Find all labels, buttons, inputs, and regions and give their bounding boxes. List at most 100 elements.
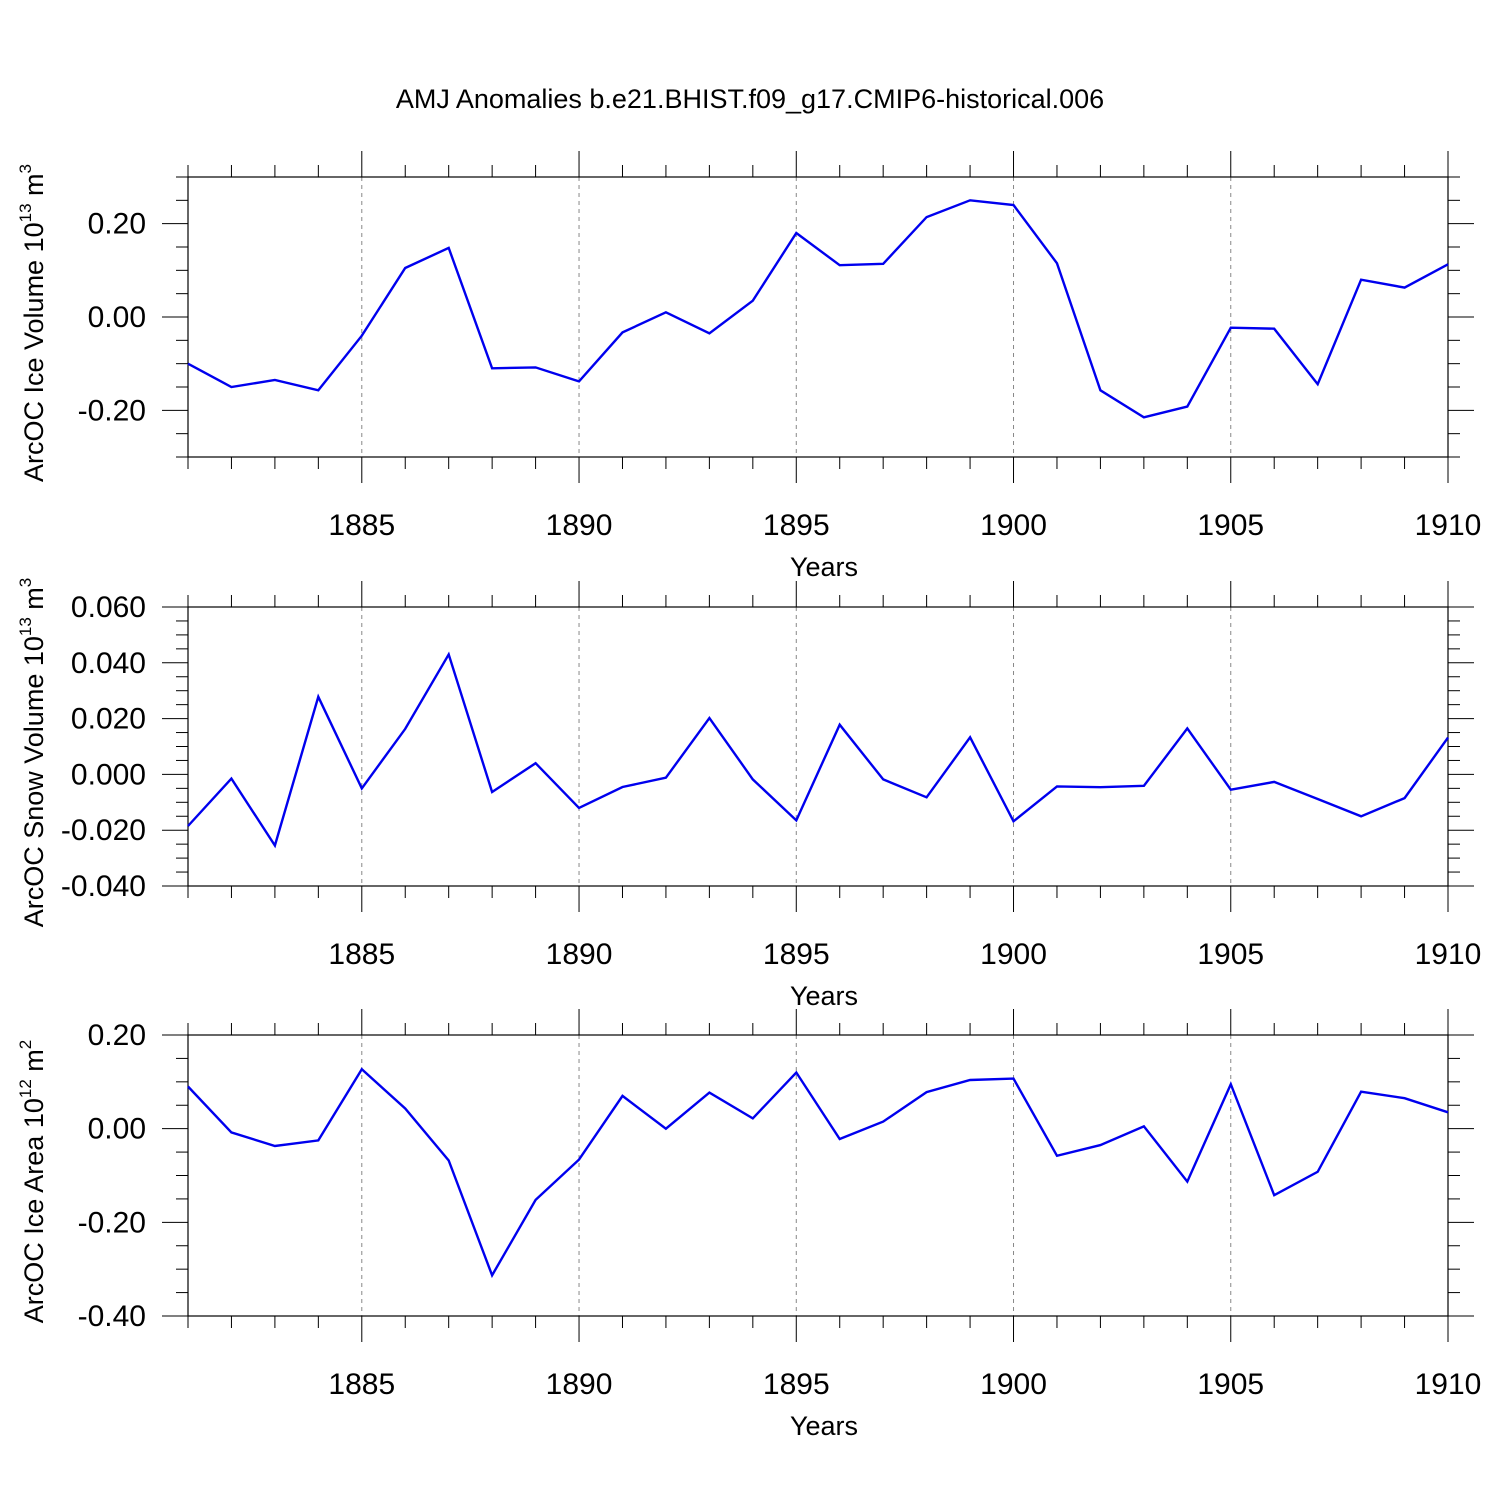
panel-snow-volume: -0.040 -0.020 0.000 0.020 0.040 0.060 1885 1890…	[16, 578, 1481, 1011]
data-point	[1316, 1171, 1318, 1173]
x-tick-label: 1885	[328, 1368, 395, 1401]
data-point	[795, 819, 797, 821]
data-point	[1230, 789, 1232, 791]
plot-frame	[187, 1034, 1449, 1317]
y-tick-label: 0.20	[88, 1019, 146, 1052]
x-axis-title: Years	[790, 552, 858, 582]
x-tick-label: 1905	[1197, 509, 1264, 542]
y-axis-title-unit-exponent: 3	[16, 578, 35, 587]
x-tick-label: 1900	[980, 1368, 1047, 1401]
y-tick-label: 0.20	[88, 208, 146, 241]
data-point	[534, 762, 536, 764]
data-point	[708, 332, 710, 334]
data-point	[230, 386, 232, 388]
data-point	[969, 199, 971, 201]
x-tick-label: 1890	[546, 509, 613, 542]
data-point	[839, 264, 841, 266]
x-tick-label: 1910	[1415, 1368, 1482, 1401]
data-point	[1447, 736, 1449, 738]
data-point	[404, 267, 406, 269]
y-axis-title-exponent: 13	[16, 617, 35, 636]
data-point	[1012, 204, 1014, 206]
y-axis-title: ArcOC Snow Volume 1013 m3	[16, 578, 49, 928]
x-tick-label: 1885	[328, 938, 395, 971]
data-point	[404, 728, 406, 730]
data-point	[621, 331, 623, 333]
x-tick-label: 1890	[546, 938, 613, 971]
y-axis-title: ArcOC Ice Volume 1013 m3	[16, 164, 49, 482]
x-tick-label: 1905	[1197, 938, 1264, 971]
data-point	[839, 724, 841, 726]
data-point	[274, 379, 276, 381]
data-point	[708, 1091, 710, 1093]
data-point	[1273, 1194, 1275, 1196]
y-tick-label: 0.040	[71, 647, 146, 680]
data-point	[1012, 820, 1014, 822]
data-point	[1447, 1111, 1449, 1113]
y-axis-title-unit: m	[19, 587, 49, 617]
data-point	[882, 263, 884, 265]
x-axis-title: Years	[790, 1411, 858, 1441]
data-point	[1230, 327, 1232, 329]
data-point	[665, 311, 667, 313]
data-point	[361, 334, 363, 336]
x-tick-label: 1900	[980, 509, 1047, 542]
data-point	[317, 696, 319, 698]
data-point	[752, 299, 754, 301]
data-point	[752, 778, 754, 780]
data-point	[1447, 263, 1449, 265]
y-tick-label: 0.00	[88, 301, 146, 334]
x-tick-label: 1910	[1415, 509, 1482, 542]
data-point	[1403, 1097, 1405, 1099]
data-point	[187, 825, 189, 827]
panel-ice-volume: -0.20 0.00 0.20 1885 1890 1895 1900 1905 1910 Yea…	[16, 151, 1481, 582]
x-axis-title: Years	[790, 981, 858, 1011]
y-axis-title-unit-exponent: 3	[16, 164, 35, 173]
data-point	[1273, 327, 1275, 329]
y-axis-title-exponent: 13	[16, 203, 35, 222]
y-axis-title-unit: m	[19, 173, 49, 203]
data-point	[1186, 727, 1188, 729]
x-tick-label: 1885	[328, 509, 395, 542]
data-point	[361, 1068, 363, 1070]
data-point	[882, 778, 884, 780]
y-axis-title-exponent: 12	[16, 1079, 35, 1098]
y-axis-title-text: ArcOC Snow Volume 10	[19, 636, 49, 927]
data-point	[752, 1117, 754, 1119]
data-point	[1056, 785, 1058, 787]
data-point	[230, 777, 232, 779]
y-axis-title-text: ArcOC Ice Area 10	[19, 1098, 49, 1323]
y-tick-label: 0.060	[71, 591, 146, 624]
panel-ice-area: -0.40 -0.20 0.00 0.20 1885 1890 1895 1900 1905 19…	[16, 1009, 1481, 1441]
data-point	[1099, 389, 1101, 391]
y-tick-label: -0.20	[78, 394, 146, 427]
data-point	[1273, 781, 1275, 783]
data-point	[534, 1199, 536, 1201]
y-axis-title-unit: m	[19, 1049, 49, 1079]
x-tick-label: 1910	[1415, 938, 1482, 971]
y-tick-label: 0.00	[88, 1113, 146, 1146]
y-axis-title: ArcOC Ice Area 1012 m2	[16, 1040, 49, 1324]
data-point	[1143, 1125, 1145, 1127]
x-tick-label: 1895	[763, 938, 830, 971]
data-point	[1012, 1077, 1014, 1079]
data-point	[1316, 798, 1318, 800]
data-point	[1186, 1180, 1188, 1182]
data-point	[665, 777, 667, 779]
data-point	[1186, 405, 1188, 407]
y-tick-label: -0.020	[61, 814, 146, 847]
data-point	[925, 1091, 927, 1093]
data-point	[1230, 1083, 1232, 1085]
data-point	[578, 807, 580, 809]
data-point	[1360, 278, 1362, 280]
data-point	[447, 1159, 449, 1161]
x-tick-label: 1895	[763, 1368, 830, 1401]
data-point	[621, 1095, 623, 1097]
x-tick-label: 1900	[980, 938, 1047, 971]
data-point	[578, 380, 580, 382]
figure-title: AMJ Anomalies b.e21.BHIST.f09_g17.CMIP6-…	[395, 84, 1105, 114]
series-line-ice-area	[187, 1067, 1449, 1279]
data-point	[187, 362, 189, 364]
data-point	[578, 1158, 580, 1160]
data-point	[1316, 383, 1318, 385]
